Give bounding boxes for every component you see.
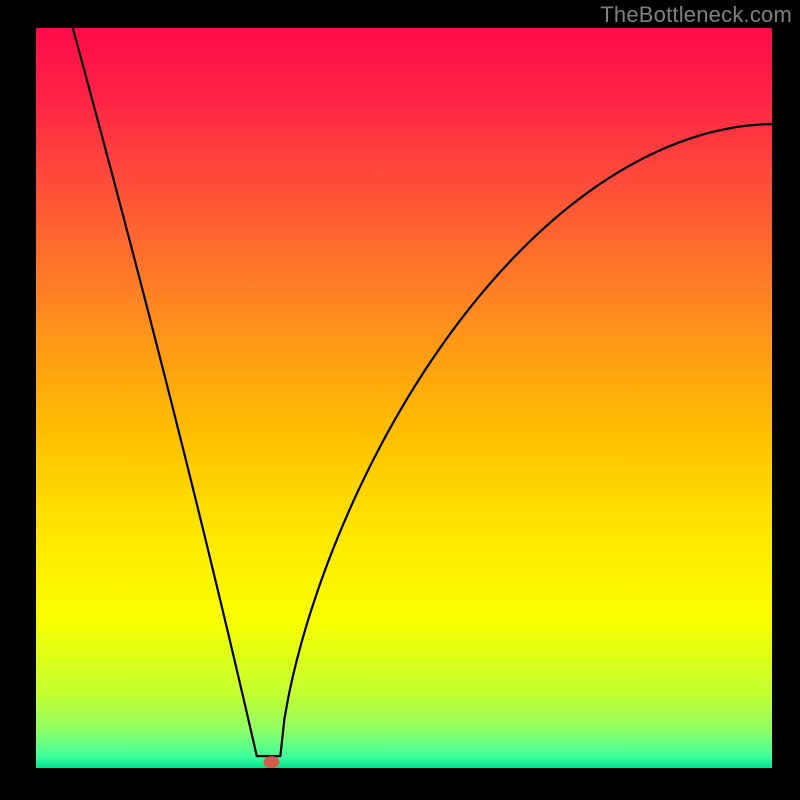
optimal-point-marker <box>264 756 280 768</box>
watermark-text: TheBottleneck.com <box>600 2 792 28</box>
bottleneck-chart <box>0 0 800 800</box>
chart-container: TheBottleneck.com <box>0 0 800 800</box>
gradient-background <box>36 28 772 768</box>
